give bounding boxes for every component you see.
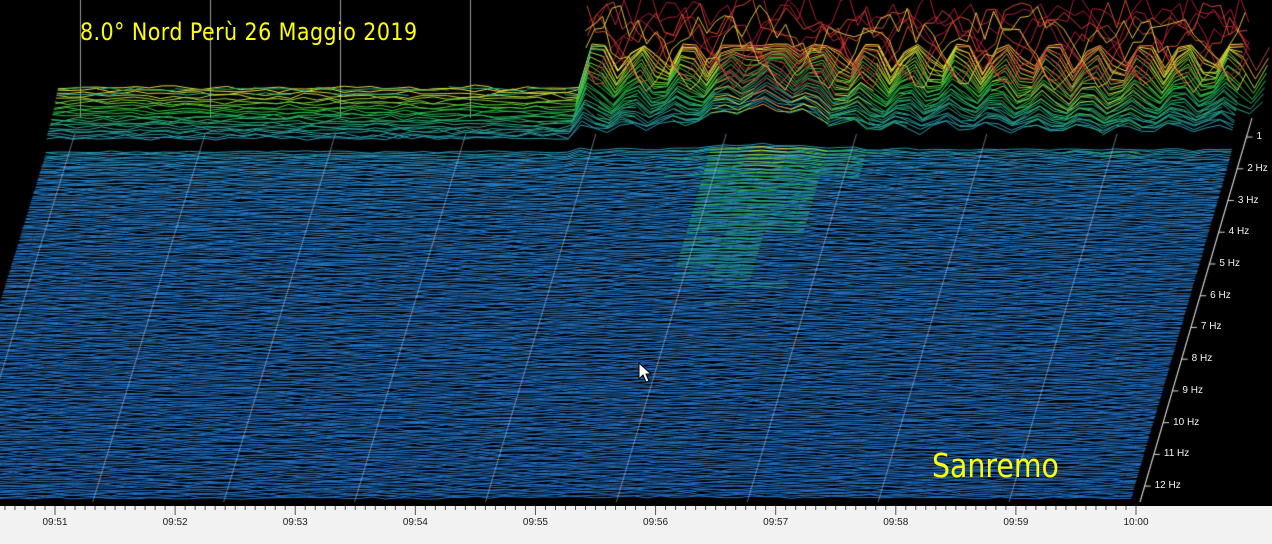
frequency-tick-label: 10 Hz — [1173, 416, 1200, 428]
frequency-tick-label: 8 Hz — [1191, 353, 1213, 365]
frequency-tick-label: 7 Hz — [1200, 321, 1222, 333]
mouse-pointer-icon — [638, 362, 653, 383]
frequency-tick-label: 5 Hz — [1219, 257, 1240, 269]
frequency-tick-label: 1 — [1256, 131, 1262, 143]
time-tick-label: 09:52 — [162, 517, 188, 528]
time-tick-label: 09:54 — [402, 517, 428, 528]
frequency-tick-label: 9 Hz — [1182, 384, 1203, 396]
station-label: Sanremo — [932, 446, 1059, 485]
frequency-tick-label: 6 Hz — [1210, 289, 1231, 301]
frequency-tick-label: 2 Hz — [1247, 162, 1268, 174]
time-axis-ticks — [4, 506, 1137, 515]
time-axis — [0, 506, 1272, 544]
frequency-tick-label: 11 Hz — [1163, 448, 1190, 460]
time-tick-label: 09:53 — [282, 517, 308, 528]
waterfall-plot — [0, 0, 1272, 506]
frequency-tick-label: 4 Hz — [1228, 226, 1250, 238]
time-tick-label: 10:00 — [1123, 517, 1149, 528]
chart-title: 8.0° Nord Perù 26 Maggio 2019 — [80, 18, 418, 46]
time-tick-label: 09:57 — [763, 517, 789, 528]
time-tick-label: 09:55 — [522, 517, 548, 528]
time-tick-label: 09:58 — [883, 517, 909, 528]
time-tick-label: 09:59 — [1003, 517, 1029, 528]
frequency-tick-label: 3 Hz — [1237, 194, 1259, 206]
time-tick-label: 09:56 — [643, 517, 669, 528]
frequency-tick-label: 12 Hz — [1154, 480, 1181, 492]
time-tick-label: 09:51 — [42, 517, 68, 528]
